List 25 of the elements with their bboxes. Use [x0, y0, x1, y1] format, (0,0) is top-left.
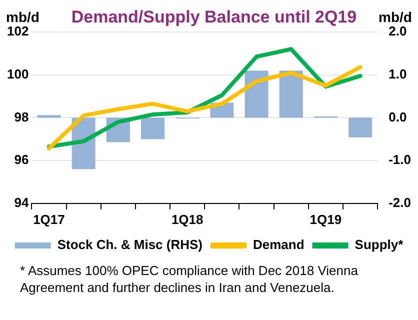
bar — [140, 118, 165, 140]
bar — [244, 70, 268, 118]
legend-label: Demand — [253, 237, 304, 252]
bar — [348, 118, 372, 138]
y-tick-label: 94 — [14, 194, 30, 210]
y-tick-label: 102 — [6, 24, 29, 39]
y2-tick-label: -1.0 — [388, 152, 412, 168]
y2-tick-label: -2.0 — [388, 194, 412, 210]
y2-axis-title: mb/d — [378, 8, 412, 25]
y2-tick-label: 0.0 — [388, 109, 407, 124]
x-tick-label: 1Q19 — [310, 212, 342, 227]
text: * Assumes 100% OPEC compliance with Dec 2018 Vienna Agreement and further declines in Iran and Venezuela. — [20, 262, 359, 296]
y-tick-label: 96 — [14, 152, 29, 168]
y-axis-title: mb/d — [6, 8, 40, 25]
legend-label: Supply* — [354, 237, 404, 252]
bar — [279, 70, 303, 118]
x-tick-label: 1Q18 — [171, 212, 204, 227]
legend-label: Stock Ch. & Misc (RHS) — [57, 237, 203, 252]
y-tick-label: 98 — [14, 109, 29, 124]
x-tick-label: 1Q17 — [33, 212, 65, 227]
y2-tick-label: 2.0 — [388, 24, 407, 39]
y2-tick-label: 1.0 — [388, 66, 407, 82]
chart-title: Demand/Supply Balance until 2Q19 — [71, 8, 357, 27]
bar — [37, 115, 61, 118]
y-tick-label: 100 — [6, 66, 29, 82]
